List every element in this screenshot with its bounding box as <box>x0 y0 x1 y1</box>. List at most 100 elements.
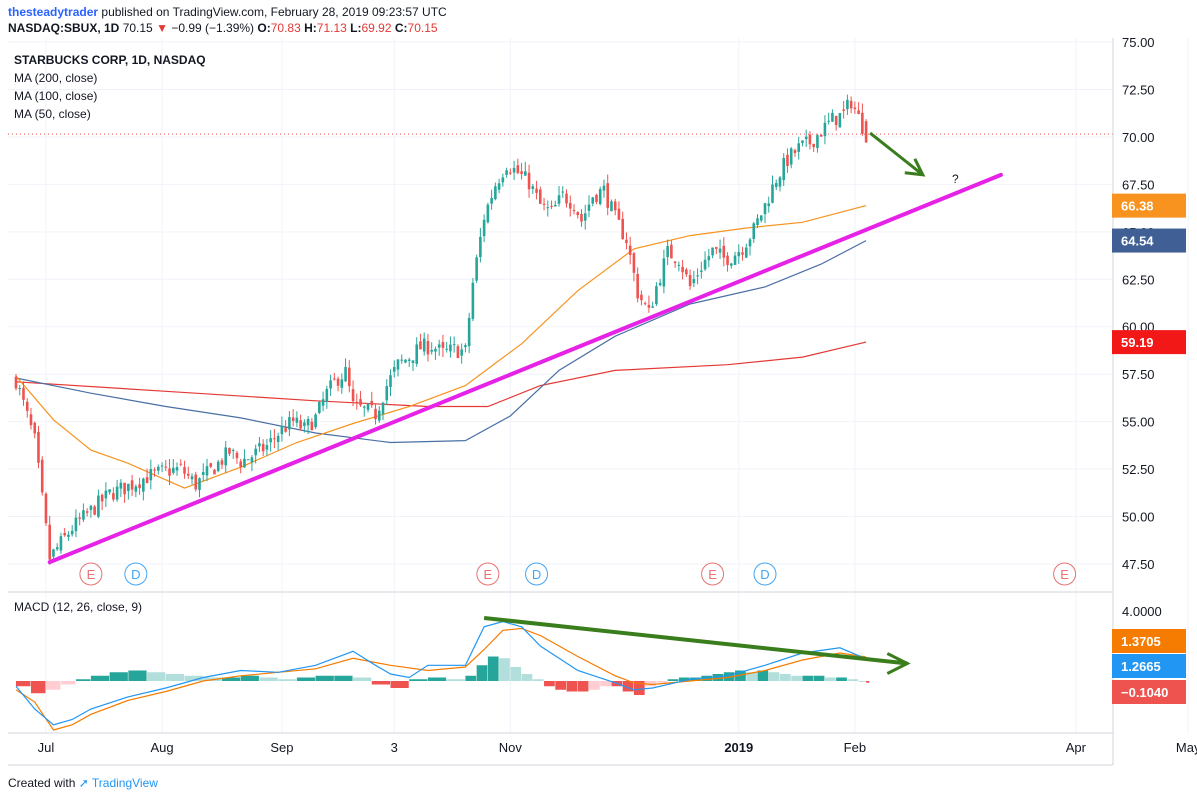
macd-histogram-bar <box>259 677 278 681</box>
macd-histogram-bar <box>813 675 825 681</box>
candle-body <box>729 263 733 266</box>
macd-histogram-bar <box>409 679 428 681</box>
candle-body <box>134 486 138 492</box>
candle-body <box>359 399 362 406</box>
macd-histogram-bar <box>446 679 465 681</box>
candle-body <box>59 536 63 551</box>
candle-body <box>793 150 797 154</box>
candle-body <box>351 389 355 402</box>
price-tick-label: 72.50 <box>1122 82 1155 97</box>
macd-histogram-bar <box>184 675 203 681</box>
candle-body <box>340 379 344 388</box>
moving-averages <box>15 205 867 489</box>
candle-body <box>258 443 261 447</box>
candle-body <box>183 467 186 474</box>
close-label: C: <box>394 21 408 35</box>
macd-histogram-bar <box>577 681 589 692</box>
candle-body <box>531 186 535 189</box>
legend-ma50[interactable]: MA (50, close) <box>14 107 91 121</box>
macd-label-value: −0.1040 <box>1121 685 1168 700</box>
candle-body <box>767 203 771 207</box>
candle-body <box>377 410 381 421</box>
candle-body <box>333 378 336 380</box>
earnings-marker-icon <box>1053 562 1077 586</box>
candle-body <box>524 171 527 176</box>
candle-body <box>250 457 254 463</box>
macd-histogram-bar <box>476 665 488 681</box>
candle-body <box>786 154 789 167</box>
macd-histogram-bar <box>221 677 241 681</box>
time-tick-label: May <box>1176 740 1197 755</box>
candle-body <box>490 197 493 204</box>
candle-body <box>479 236 482 258</box>
symbol-label: NASDAQ:SBUX, 1D <box>8 21 120 35</box>
macd-legend[interactable]: MACD (12, 26, close, 9) <box>14 600 142 614</box>
candle-body <box>467 317 471 347</box>
macd-histogram-bar <box>45 681 61 690</box>
candle-body <box>819 134 823 137</box>
grid-lines <box>8 38 1189 733</box>
candle-body <box>501 177 505 183</box>
candle-body <box>389 375 392 387</box>
candle-body <box>539 189 542 204</box>
macd-signal-line <box>15 627 867 731</box>
time-tick-label: Sep <box>270 740 293 755</box>
macd-divergence-arrow-head-icon <box>886 652 911 675</box>
candle-body <box>666 246 669 258</box>
time-tick-label: Feb <box>844 740 866 755</box>
candle-body <box>576 212 580 216</box>
candle-body <box>655 286 658 305</box>
candle-body <box>606 183 610 208</box>
legend-ma100[interactable]: MA (100, close) <box>14 89 97 103</box>
candle-body <box>385 386 389 401</box>
candle-body <box>355 401 359 403</box>
candle-body <box>392 367 396 372</box>
dividend-marker-icon <box>525 562 549 586</box>
candle-body <box>681 266 684 273</box>
macd-histogram-bar <box>656 681 668 683</box>
candle-body <box>752 223 756 239</box>
candle-body <box>422 338 426 352</box>
candle-body <box>362 406 366 408</box>
macd-histogram-bar <box>757 670 769 681</box>
candle-body <box>426 341 430 355</box>
price-tick-label: 52.50 <box>1122 462 1155 477</box>
candle-body <box>48 524 52 560</box>
price-label-value: 59.19 <box>1121 335 1154 350</box>
candle-body <box>602 185 606 191</box>
candle-body <box>40 459 44 493</box>
author-name[interactable]: thesteadytrader <box>8 5 99 19</box>
candle-body <box>400 359 404 361</box>
macd-histogram-bar <box>544 681 555 687</box>
candle-body <box>759 215 763 221</box>
candle-body <box>74 517 78 532</box>
macd-histogram-bar <box>712 674 724 681</box>
candle-body <box>246 459 250 461</box>
high-value: 71.13 <box>316 21 347 35</box>
price-label-value: 66.38 <box>1121 199 1154 214</box>
dividend-marker-icon <box>124 562 148 586</box>
price-change: −0.99 (−1.39%) <box>171 21 255 35</box>
candle-body <box>696 275 699 277</box>
candle-body <box>509 172 512 174</box>
candle-body <box>415 344 419 364</box>
candle-body <box>568 202 572 209</box>
candle-body <box>430 350 433 352</box>
candle-body <box>550 205 553 207</box>
price-label-badge <box>1112 193 1186 218</box>
candle-body <box>164 466 168 468</box>
macd-histogram-bar <box>90 675 110 681</box>
macd-histogram-bar <box>128 670 147 681</box>
macd-histogram-bar <box>847 679 859 681</box>
candle-body <box>617 208 621 220</box>
candle-body <box>688 275 692 287</box>
footer-brand[interactable]: TradingView <box>91 776 158 790</box>
legend-ma200[interactable]: MA (200, close) <box>14 71 97 85</box>
price-tick-label: 67.50 <box>1122 177 1155 192</box>
candle-body <box>452 344 456 346</box>
candle-body <box>613 201 617 211</box>
candle-body <box>831 112 834 122</box>
candle-body <box>374 408 377 420</box>
macd-label-value: 1.2665 <box>1121 659 1161 674</box>
